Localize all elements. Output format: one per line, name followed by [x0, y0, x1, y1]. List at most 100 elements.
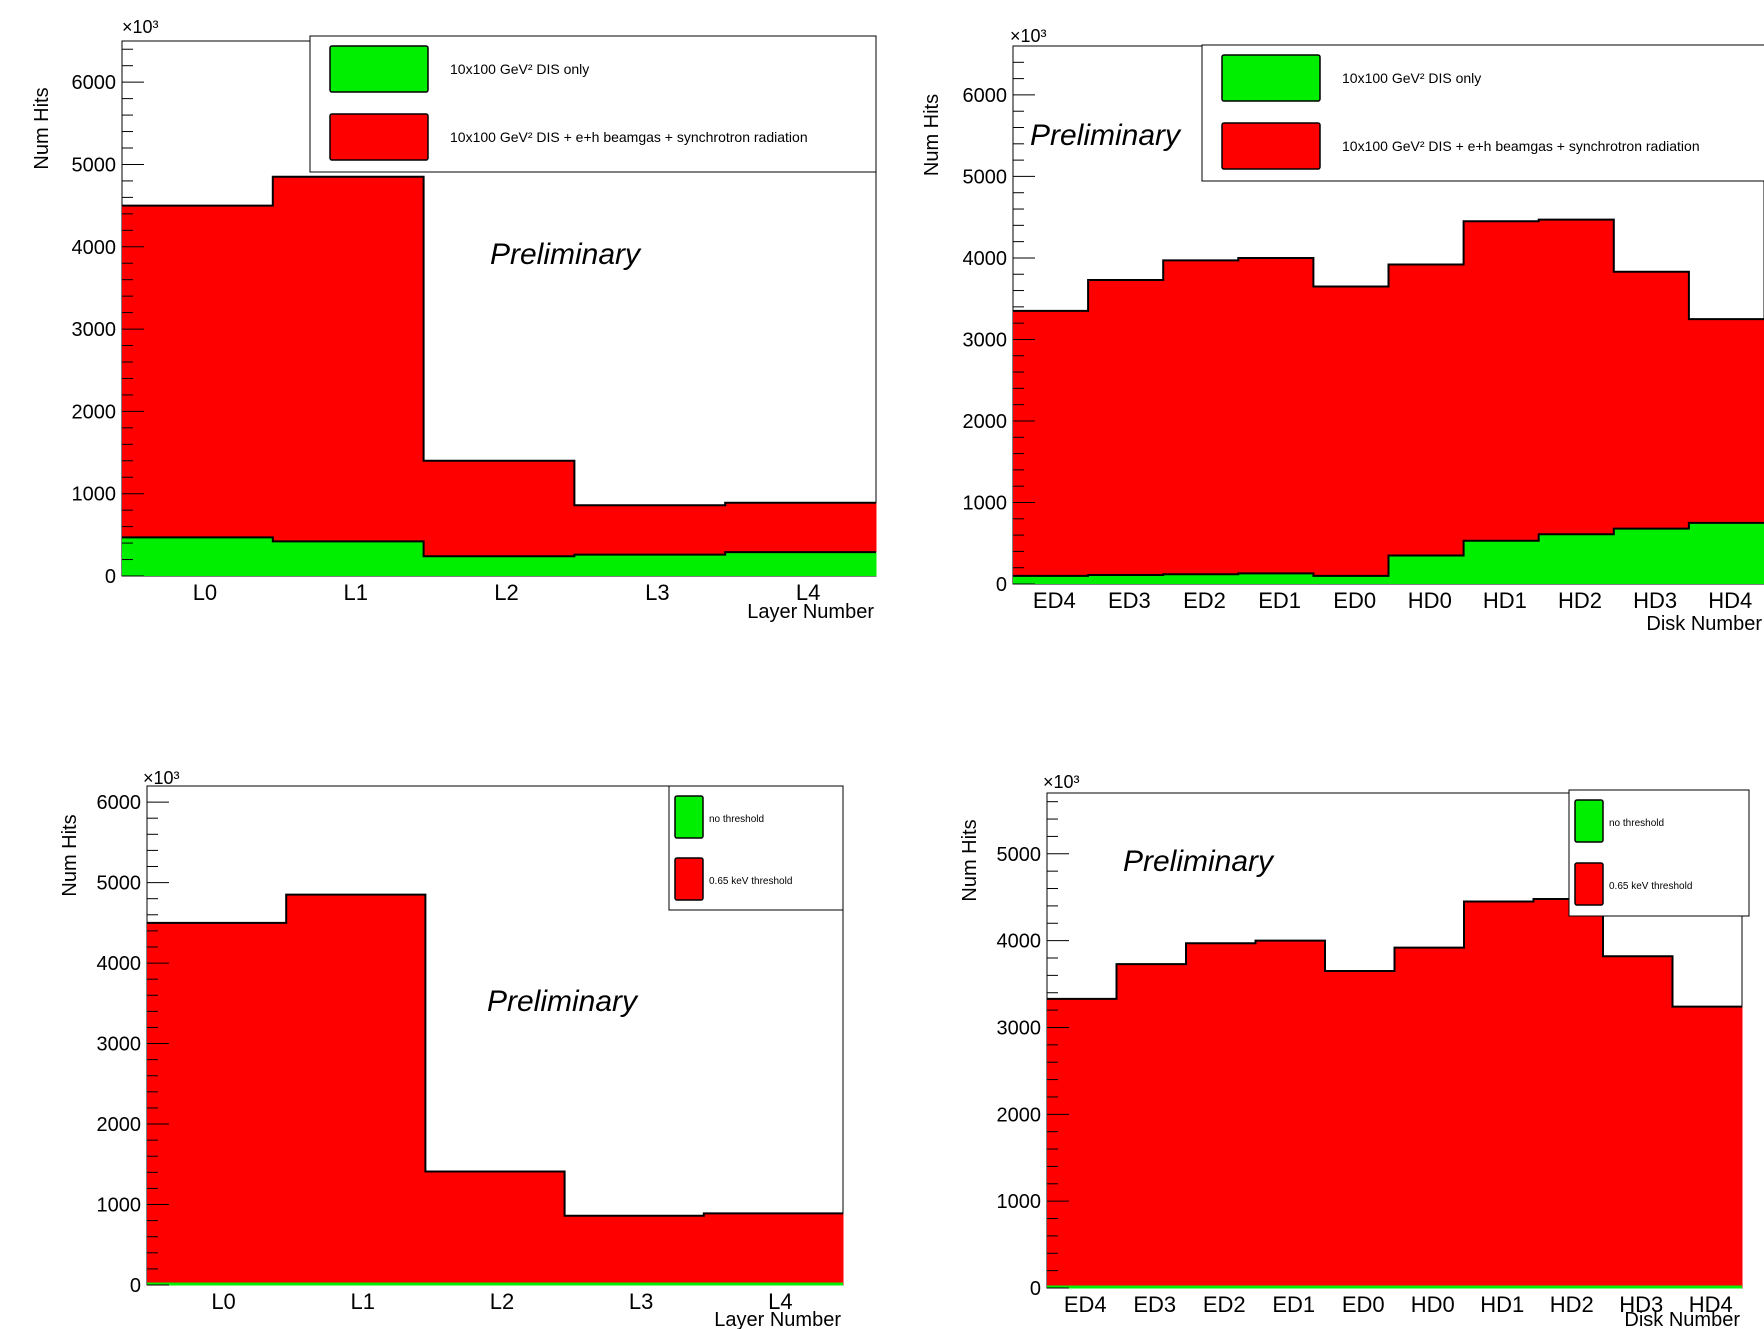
legend-swatch [1574, 799, 1604, 843]
histogram-bar [1538, 219, 1615, 585]
y-tick-label: 6000 [72, 72, 117, 94]
histogram-bar [272, 541, 425, 576]
histogram-outline [1013, 218, 1764, 321]
histogram-bar [1088, 279, 1164, 584]
legend-label: no threshold [1609, 818, 1664, 829]
x-tick-label: HD2 [1550, 1292, 1594, 1317]
x-tick-label: ED3 [1108, 588, 1151, 613]
y-axis: 0 1000 2000 3000 4000 5000 6000 [963, 45, 1035, 596]
histogram-bar [425, 1171, 566, 1285]
y-tick-label: 6000 [963, 85, 1008, 107]
histogram-bar [574, 554, 726, 576]
preliminary-annotation: Preliminary [490, 238, 642, 271]
histogram-bar [1186, 943, 1256, 1288]
histogram-outline [1047, 897, 1742, 1008]
y-tick-label: 5000 [963, 166, 1008, 188]
x-axis-title: Layer Number [747, 601, 874, 623]
histogram-bar [286, 894, 426, 1285]
histogram-bar [122, 205, 274, 576]
x-tick-label: L0 [193, 580, 217, 605]
series-signal [122, 536, 877, 576]
x-tick-label: ED1 [1272, 1292, 1315, 1317]
y-tick-label: 2000 [72, 401, 117, 423]
y-axis-title: Num Hits [959, 819, 981, 901]
x-tick-label: L3 [629, 1289, 653, 1314]
x-tick-label: ED0 [1333, 588, 1376, 613]
y-axis-title: Num Hits [31, 87, 53, 169]
legend-swatch [329, 45, 429, 93]
histogram-bar [1464, 901, 1534, 1288]
x-tick-label: ED2 [1183, 588, 1226, 613]
x-tick-label: HD4 [1689, 1292, 1733, 1317]
histogram-bar [1463, 221, 1540, 584]
histogram-bar [1603, 956, 1673, 1288]
preliminary-annotation: Preliminary [1123, 845, 1275, 878]
histogram-bar [122, 537, 274, 576]
series-total [1013, 218, 1764, 585]
x-axis-title: Disk Number [1646, 613, 1762, 635]
y-exponent-label: ×10³ [143, 768, 180, 788]
x-tick-label: ED0 [1342, 1292, 1385, 1317]
y-exponent-label: ×10³ [1010, 26, 1047, 46]
histogram-outline [147, 893, 843, 1217]
legend-swatch [674, 857, 704, 901]
preliminary-annotation: Preliminary [1030, 119, 1182, 152]
x-tick-label: L4 [796, 580, 820, 605]
histogram-bar [1672, 1006, 1743, 1288]
histogram-bar [1255, 940, 1326, 1288]
histogram-bar [1388, 264, 1465, 584]
y-tick-label: 5000 [72, 154, 117, 176]
y-exponent-label: ×10³ [1043, 772, 1080, 792]
x-tick-label: ED4 [1033, 588, 1076, 613]
chart-panel: 0 1000 2000 3000 4000 5000 6000×10³ Num Hits L0 L… [59, 768, 844, 1329]
x-tick-label: ED3 [1133, 1292, 1176, 1317]
x-tick-label: L3 [645, 580, 669, 605]
y-tick-label: 1000 [997, 1191, 1042, 1213]
legend-swatch [674, 795, 704, 839]
x-tick-label: HD4 [1708, 588, 1752, 613]
preliminary-annotation: Preliminary [487, 985, 639, 1018]
histogram-bar [423, 556, 575, 576]
x-tick-label: L1 [351, 1289, 375, 1314]
histogram-bar [1013, 310, 1089, 584]
y-tick-label: 2000 [997, 1104, 1042, 1126]
y-axis: 0 1000 2000 3000 4000 5000 6000 [72, 48, 144, 588]
histogram-bar [1325, 971, 1395, 1288]
histogram-bar [1313, 575, 1389, 584]
y-tick-label: 0 [1030, 1278, 1041, 1300]
legend-label: 0.65 keV threshold [1609, 881, 1692, 892]
legend-label: 10x100 GeV² DIS + e+h beamgas + synchrot… [1342, 138, 1700, 154]
y-tick-label: 3000 [72, 319, 117, 341]
legend: 10x100 GeV² DIS only 10x100 GeV² DIS + e+… [1201, 44, 1764, 182]
histogram-bar [1047, 998, 1117, 1288]
legend-label: 10x100 GeV² DIS + e+h beamgas + synchrot… [450, 129, 808, 145]
legend-swatch [329, 113, 429, 161]
y-tick-label: 2000 [97, 1114, 142, 1136]
y-axis: 0 1000 2000 3000 4000 5000 6000 [97, 785, 169, 1297]
legend: 10x100 GeV² DIS only 10x100 GeV² DIS + e+… [309, 35, 877, 173]
x-tick-label: HD0 [1408, 588, 1452, 613]
histogram-outline [122, 175, 876, 507]
y-tick-label: 5000 [97, 873, 142, 895]
histogram-outline [1013, 521, 1764, 577]
x-tick-label: HD2 [1558, 588, 1602, 613]
histogram-bar [1163, 260, 1239, 584]
y-tick-label: 1000 [72, 484, 117, 506]
chart-panel: 0 1000 2000 3000 4000 5000 ×10³ Num Hits ED4 ED3 E… [959, 772, 1750, 1329]
x-tick-label: HD1 [1480, 1292, 1524, 1317]
chart-panel: 0 1000 2000 3000 4000 5000 6000 ×10³ Num Hits ED4… [921, 26, 1764, 635]
x-tick-label: L1 [343, 580, 367, 605]
histogram-bar [564, 1215, 705, 1285]
y-tick-label: 3000 [997, 1017, 1042, 1039]
y-tick-label: 1000 [97, 1195, 142, 1217]
legend-label: no threshold [709, 814, 764, 825]
legend: no threshold 0.65 keV threshold [668, 785, 844, 911]
histogram-bar [147, 922, 287, 1285]
y-tick-label: 0 [996, 574, 1007, 596]
x-tick-label: HD3 [1619, 1292, 1663, 1317]
histogram-bar [703, 1213, 844, 1285]
histogram-bar [1394, 947, 1465, 1288]
x-tick-label: ED2 [1203, 1292, 1246, 1317]
y-tick-label: 4000 [997, 931, 1042, 953]
